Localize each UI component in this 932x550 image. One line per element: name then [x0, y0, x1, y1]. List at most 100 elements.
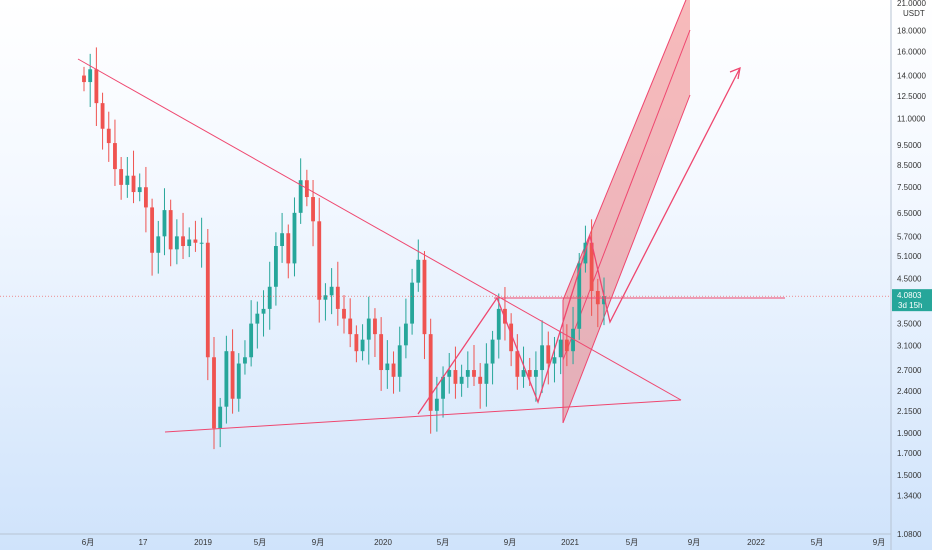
x-tick-label: 6月	[82, 538, 94, 547]
channel-layer	[562, 0, 691, 424]
y-tick-label: 5.1000	[897, 252, 922, 261]
candle-body	[261, 308, 266, 314]
candle-body	[342, 308, 346, 319]
arrow-head	[729, 66, 741, 80]
candle-body	[100, 103, 105, 129]
candle-body	[119, 169, 124, 185]
candle-body	[422, 259, 427, 335]
candle-body	[162, 210, 167, 237]
candle-body	[94, 69, 99, 104]
candle-body	[583, 242, 588, 264]
x-tick-label: 5月	[437, 538, 449, 547]
candle-body	[360, 339, 365, 352]
y-tick-label: 2.7000	[897, 366, 922, 375]
projection-path	[417, 67, 741, 415]
candle-body	[298, 180, 303, 213]
y-tick-label: 18.0000	[897, 27, 926, 36]
x-tick-label: 2020	[374, 538, 392, 547]
candle-body	[199, 242, 204, 244]
candle-body	[236, 363, 241, 399]
candle-body	[366, 318, 371, 340]
y-tick-label: 1.9000	[897, 429, 922, 438]
candle-body	[447, 370, 452, 377]
candle-body	[150, 207, 155, 253]
x-tick-label: 5月	[254, 538, 266, 547]
candle-body	[533, 370, 538, 377]
x-tick-label: 2019	[194, 538, 212, 547]
y-tick-label: 14.0000	[897, 72, 926, 81]
candle-body	[286, 233, 291, 264]
y-tick-label: 3.5000	[897, 320, 922, 329]
y-tick-label: 1.0800	[897, 530, 922, 539]
candle-body	[168, 210, 173, 250]
candle-body	[348, 318, 353, 335]
candle-body	[503, 308, 507, 324]
candle-body	[125, 175, 130, 185]
y-tick-label: 21.0000	[897, 0, 926, 8]
y-tick-label: 5.7000	[897, 232, 922, 241]
y-tick-label: 9.5000	[897, 141, 922, 150]
candle-body	[137, 187, 142, 193]
x-tick-label: 9月	[504, 538, 516, 547]
candle-body	[527, 370, 532, 377]
candle-body	[478, 376, 483, 384]
candle-body	[88, 69, 93, 83]
y-tick-label: 7.5000	[897, 183, 922, 192]
x-tick-label: 5月	[811, 538, 823, 547]
unit-label: USDT	[903, 9, 925, 18]
candle-body	[193, 239, 198, 243]
candle-body	[311, 197, 315, 222]
candle-body	[558, 339, 563, 358]
candle-body	[267, 286, 272, 309]
candle-body	[453, 370, 458, 384]
candle-body	[335, 286, 340, 309]
candle-body	[589, 242, 594, 291]
candle-body	[515, 351, 520, 377]
x-tick-label: 2022	[747, 538, 765, 547]
y-tick-label: 11.0000	[897, 115, 926, 124]
candle-body	[255, 313, 260, 324]
candle-body	[441, 376, 445, 399]
candle-body	[82, 75, 86, 83]
trendlines-layer	[77, 58, 785, 433]
candle-body	[323, 295, 328, 300]
candle-body	[379, 334, 384, 371]
x-tick-label: 9月	[873, 538, 885, 547]
candle-body	[472, 370, 476, 377]
candle-body	[428, 334, 433, 411]
y-tick-label: 2.4000	[897, 387, 922, 396]
y-tick-label: 1.3400	[897, 491, 922, 500]
candle-body	[397, 345, 402, 377]
candle-body	[224, 351, 229, 407]
candle-body	[459, 376, 464, 384]
candle-body	[280, 233, 285, 247]
channel-band-lower	[563, 0, 690, 423]
last-price-tag	[892, 289, 932, 312]
last-price-value: 4.0803	[897, 291, 922, 300]
candle-body	[509, 323, 514, 352]
channel-line	[562, 94, 691, 424]
candle-body	[292, 212, 297, 264]
candle-body	[317, 221, 322, 300]
x-tick-label: 17	[139, 538, 148, 547]
y-tick-label: 6.5000	[897, 209, 922, 218]
candle-body	[391, 363, 396, 377]
candle-body	[373, 318, 377, 335]
y-tick-label: 16.0000	[897, 48, 926, 57]
ascending-trendline	[164, 399, 682, 433]
channel-line	[562, 29, 691, 361]
y-tick-label: 2.1500	[897, 407, 922, 416]
candle-body	[181, 236, 185, 247]
x-tick-label: 9月	[312, 538, 324, 547]
y-tick-label: 3.1000	[897, 341, 922, 350]
candle-body	[416, 259, 421, 283]
candle-body	[131, 175, 136, 193]
x-tick-label: 5月	[626, 538, 638, 547]
candle-body	[465, 370, 470, 377]
candle-body	[385, 363, 390, 371]
candle-body	[230, 351, 235, 399]
x-tick-label: 9月	[688, 538, 700, 547]
